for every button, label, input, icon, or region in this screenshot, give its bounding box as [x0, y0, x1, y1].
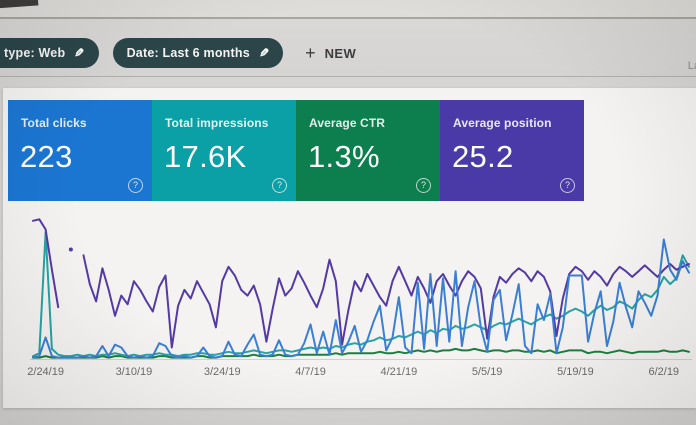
isolated-point-average-position	[68, 247, 73, 252]
filter-bar: type: Web ✎ Date: Last 6 months ✎ + NEW …	[0, 19, 696, 76]
filter-chips-row: type: Web ✎ Date: Last 6 months ✎ + NEW	[0, 37, 696, 69]
line-total-impressions	[32, 231, 690, 358]
metric-card-label: Average position	[453, 116, 552, 130]
search-type-filter-chip[interactable]: type: Web ✎	[0, 38, 99, 68]
new-filter-button[interactable]: + NEW	[305, 44, 356, 62]
metric-card-label: Total clicks	[21, 116, 87, 130]
line-average-position	[32, 218, 60, 309]
help-icon[interactable]: ?	[272, 178, 287, 193]
metric-card-value: 223	[20, 139, 73, 174]
help-icon[interactable]: ?	[560, 178, 575, 193]
metric-card-average-ctr[interactable]: Average CTR 1.3% ?	[296, 100, 440, 201]
metric-card-average-position[interactable]: Average position 25.2 ?	[440, 100, 584, 201]
edit-pencil-icon[interactable]: ✎	[74, 46, 85, 60]
new-filter-button-label: NEW	[324, 45, 357, 61]
line-average-position	[82, 254, 690, 349]
x-tick-label: 4/7/19	[295, 366, 326, 378]
edit-pencil-icon[interactable]: ✎	[258, 46, 270, 60]
line-total-clicks	[32, 238, 690, 359]
help-icon[interactable]: ?	[128, 178, 143, 193]
x-tick-label: 5/19/19	[557, 366, 594, 378]
date-range-filter-chip[interactable]: Date: Last 6 months ✎	[112, 38, 284, 68]
x-axis-labels: 2/24/19 3/10/19 3/24/19 4/7/19 4/21/19 5/5/19…	[27, 366, 693, 382]
performance-chart: 2/24/19 3/10/19 3/24/19 4/7/19 4/21/19 5/5/19…	[3, 210, 696, 400]
x-tick-label: 3/10/19	[115, 366, 153, 378]
plus-icon: +	[305, 43, 316, 63]
clipped-last-updated-text: La	[687, 60, 696, 72]
x-tick-label: 4/21/19	[380, 366, 418, 378]
metric-card-total-impressions[interactable]: Total impressions 17.6K ?	[152, 100, 296, 201]
metric-cards-row: Total clicks 223 ? Total impressions 17.…	[8, 100, 584, 201]
performance-chart-canvas	[30, 218, 692, 360]
screen-top-strip	[0, 0, 696, 17]
x-tick-label: 3/24/19	[203, 366, 241, 378]
search-type-chip-label: type: Web	[4, 46, 66, 60]
metric-card-value: 17.6K	[164, 139, 247, 174]
top-divider	[0, 17, 696, 19]
metric-card-total-clicks[interactable]: Total clicks 223 ?	[8, 100, 152, 201]
metric-card-value: 1.3%	[308, 139, 380, 174]
header-divider	[0, 76, 696, 77]
metric-card-label: Total impressions	[165, 116, 269, 130]
help-icon[interactable]: ?	[416, 178, 431, 193]
x-tick-label: 6/2/19	[648, 366, 680, 378]
metric-card-label: Average CTR	[309, 116, 386, 130]
x-tick-label: 5/5/19	[471, 366, 503, 378]
date-range-chip-label: Date: Last 6 months	[126, 46, 250, 60]
x-tick-label: 2/24/19	[27, 366, 64, 378]
metric-card-value: 25.2	[452, 139, 514, 174]
performance-panel: Total clicks 223 ? Total impressions 17.…	[3, 88, 696, 408]
